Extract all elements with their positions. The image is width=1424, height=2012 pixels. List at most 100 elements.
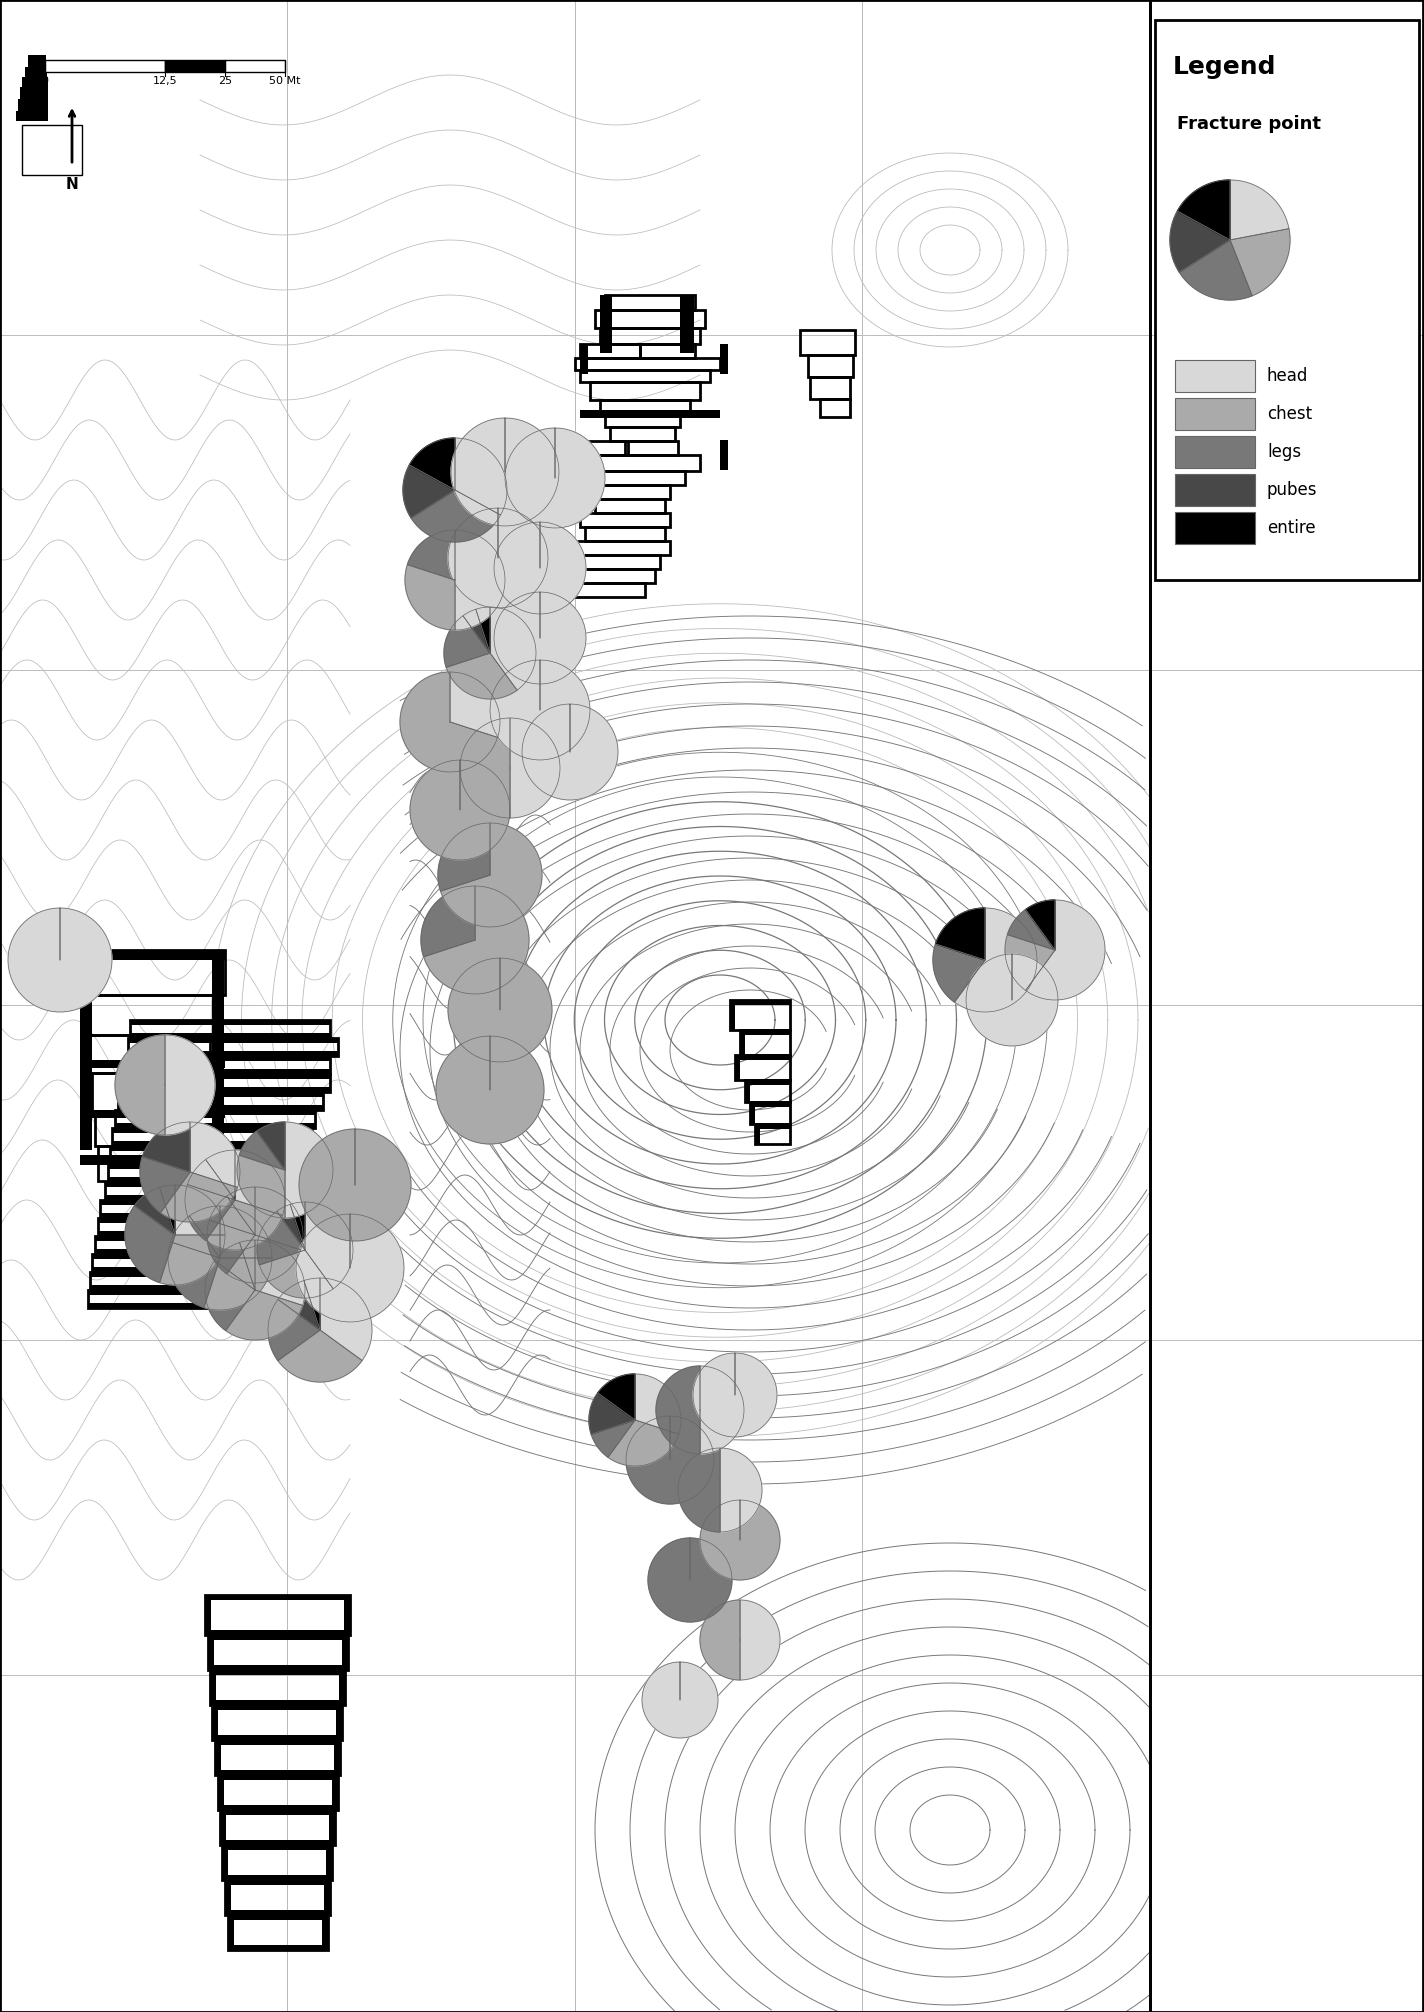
Bar xyxy=(212,1704,342,1710)
Bar xyxy=(118,1093,323,1097)
Polygon shape xyxy=(204,1258,272,1310)
Polygon shape xyxy=(9,907,112,1012)
Text: 50 Mt: 50 Mt xyxy=(269,76,300,87)
Polygon shape xyxy=(933,944,985,1002)
Polygon shape xyxy=(276,1205,305,1249)
Polygon shape xyxy=(205,1151,235,1199)
Polygon shape xyxy=(256,1211,305,1266)
Bar xyxy=(740,1030,745,1054)
Bar xyxy=(130,1020,330,1038)
Bar xyxy=(80,1155,225,1165)
Polygon shape xyxy=(259,1249,333,1298)
Bar xyxy=(19,99,48,111)
Bar xyxy=(208,1636,214,1670)
Polygon shape xyxy=(1230,179,1289,239)
Polygon shape xyxy=(404,565,456,630)
Bar xyxy=(585,527,665,541)
Bar xyxy=(326,1845,332,1879)
Polygon shape xyxy=(608,1420,679,1467)
Bar xyxy=(88,1290,244,1308)
Polygon shape xyxy=(693,1352,778,1437)
Polygon shape xyxy=(678,1449,721,1531)
Bar xyxy=(98,1231,273,1235)
Bar xyxy=(105,1181,290,1199)
Bar xyxy=(225,1909,330,1915)
Polygon shape xyxy=(125,1205,175,1282)
Bar xyxy=(225,1879,231,1915)
Bar xyxy=(128,1038,337,1056)
Polygon shape xyxy=(142,1123,189,1173)
Bar xyxy=(750,1103,790,1107)
Bar xyxy=(80,950,93,1151)
Bar xyxy=(580,370,711,382)
Bar xyxy=(585,471,685,485)
Bar xyxy=(755,1125,790,1129)
Bar xyxy=(745,1080,790,1103)
Bar xyxy=(212,950,224,1151)
Polygon shape xyxy=(1171,211,1230,272)
Polygon shape xyxy=(225,1290,302,1340)
Polygon shape xyxy=(444,616,490,668)
Polygon shape xyxy=(140,1157,189,1213)
Polygon shape xyxy=(165,1034,215,1135)
Polygon shape xyxy=(412,491,501,541)
Bar xyxy=(110,1159,305,1165)
Polygon shape xyxy=(278,1330,362,1382)
Bar xyxy=(108,1165,300,1169)
Bar xyxy=(93,1268,256,1272)
Bar xyxy=(205,1630,350,1636)
Bar xyxy=(208,1636,347,1670)
Bar xyxy=(110,1147,305,1165)
Bar xyxy=(225,1879,330,1885)
Bar xyxy=(218,1775,337,1781)
Polygon shape xyxy=(205,1199,282,1249)
Polygon shape xyxy=(175,1185,225,1235)
Bar xyxy=(228,1946,328,1950)
Bar xyxy=(90,1272,251,1290)
Polygon shape xyxy=(403,465,456,517)
Bar xyxy=(219,1841,335,1845)
Bar xyxy=(605,414,681,427)
Polygon shape xyxy=(303,1278,320,1330)
Polygon shape xyxy=(188,1159,235,1199)
Bar xyxy=(120,1086,330,1093)
Bar xyxy=(595,310,705,328)
Bar xyxy=(335,1740,340,1775)
Polygon shape xyxy=(424,885,528,994)
Polygon shape xyxy=(701,1501,780,1579)
Bar xyxy=(115,1111,315,1115)
Polygon shape xyxy=(591,1420,635,1457)
Bar xyxy=(28,54,46,66)
Polygon shape xyxy=(1007,909,1055,950)
Bar xyxy=(0,0,1151,2012)
Polygon shape xyxy=(1005,934,1055,990)
Bar xyxy=(128,1050,337,1056)
Bar xyxy=(209,1670,345,1704)
Bar xyxy=(1175,475,1255,505)
Bar xyxy=(735,1054,790,1060)
Bar xyxy=(600,400,691,414)
Polygon shape xyxy=(965,954,1058,1046)
Text: pubes: pubes xyxy=(1267,481,1317,499)
Text: N: N xyxy=(66,177,78,191)
Polygon shape xyxy=(159,1235,225,1286)
Bar xyxy=(218,1775,224,1811)
Polygon shape xyxy=(642,1662,718,1738)
Bar xyxy=(115,1111,315,1129)
Polygon shape xyxy=(226,1187,255,1235)
Polygon shape xyxy=(476,608,490,654)
Polygon shape xyxy=(436,1036,544,1145)
Bar xyxy=(93,1253,256,1260)
Bar xyxy=(208,1666,347,1670)
Bar xyxy=(750,1103,755,1125)
Bar xyxy=(90,1034,209,1072)
Bar xyxy=(800,330,854,354)
Bar xyxy=(21,76,48,87)
Polygon shape xyxy=(410,761,510,859)
Bar xyxy=(88,1304,244,1308)
Bar xyxy=(735,1054,740,1080)
Bar xyxy=(26,66,47,76)
Polygon shape xyxy=(954,907,1037,1012)
Text: legs: legs xyxy=(1267,443,1302,461)
Bar xyxy=(222,1845,332,1879)
